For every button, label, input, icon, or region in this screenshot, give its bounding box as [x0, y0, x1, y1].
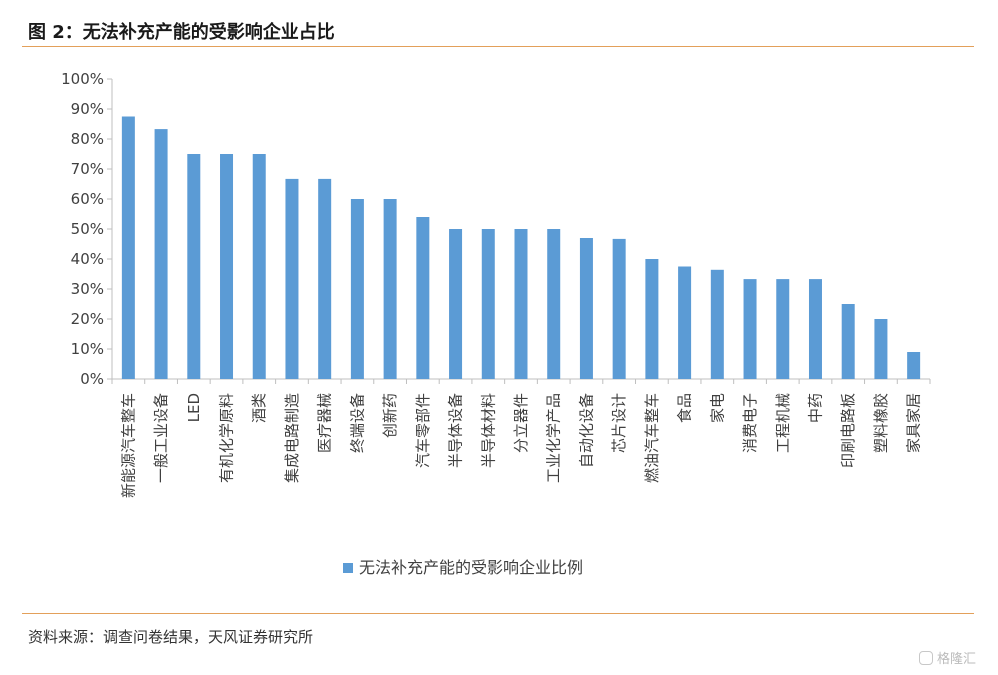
y-tick-label: 70% — [71, 160, 104, 178]
x-tick-label: 工业化学产品 — [545, 393, 563, 483]
x-tick-label: 新能源汽车整车 — [119, 393, 137, 498]
x-tick-label: 汽车零部件 — [414, 393, 432, 468]
bar — [743, 279, 757, 379]
bar — [547, 229, 561, 379]
bar — [841, 304, 855, 379]
bar — [350, 199, 364, 379]
bar — [220, 154, 234, 379]
watermark: 格隆汇 — [918, 648, 976, 667]
bar — [285, 178, 299, 379]
bar — [907, 352, 921, 379]
y-tick-label: 100% — [61, 70, 104, 88]
bar — [187, 154, 201, 379]
x-tick-label: 有机化学原料 — [218, 393, 236, 483]
y-tick-label: 20% — [71, 310, 104, 328]
y-tick-label: 60% — [71, 190, 104, 208]
x-tick-label: 家具家居 — [905, 393, 923, 453]
bar — [416, 217, 430, 379]
bar — [449, 229, 463, 379]
y-tick-label: 90% — [71, 100, 104, 118]
bar — [383, 199, 397, 379]
x-tick-label: 酒类 — [250, 393, 268, 423]
x-tick-label: 分立器件 — [512, 393, 530, 453]
x-tick-label: 工程机械 — [774, 393, 792, 453]
x-tick-label: 半导体材料 — [479, 393, 497, 468]
x-tick-label: 消费电子 — [741, 393, 759, 453]
x-tick-label: 印刷电路板 — [839, 393, 857, 468]
bar — [514, 229, 528, 379]
y-tick-label: 80% — [71, 130, 104, 148]
x-tick-label: LED — [185, 393, 203, 422]
watermark-text: 格隆汇 — [936, 652, 976, 667]
x-tick-label: 半导体设备 — [447, 393, 465, 468]
bar — [678, 266, 692, 379]
x-tick-label: 终端设备 — [348, 393, 366, 453]
bar — [318, 178, 332, 379]
y-tick-label: 50% — [71, 220, 104, 238]
chart-title: 图 2：无法补充产能的受影响企业占比 — [28, 22, 335, 43]
bar — [808, 279, 822, 379]
bar — [874, 319, 888, 379]
y-tick-label: 10% — [71, 340, 104, 358]
x-tick-label: 集成电路制造 — [283, 393, 301, 483]
legend-label: 无法补充产能的受影响企业比例 — [359, 558, 583, 577]
x-tick-label: 自动化设备 — [577, 393, 595, 468]
x-tick-label: 芯片设计 — [610, 393, 628, 453]
y-tick-label: 0% — [80, 370, 104, 388]
legend-swatch — [343, 563, 353, 573]
bar — [710, 269, 724, 379]
bar — [612, 238, 626, 379]
bar — [154, 129, 168, 379]
bar-chart: 0% 10% 20% 30% 40% 50% 60% 70% 80% 90% 100% 新能源汽车整车… — [61, 70, 931, 577]
x-tick-label: 食品 — [676, 393, 694, 423]
watermark-logo-icon — [918, 650, 933, 665]
bar — [776, 279, 790, 379]
y-tick-label: 40% — [71, 250, 104, 268]
x-tick-label: 医疗器械 — [316, 393, 334, 453]
x-tick-label: 创新药 — [381, 393, 399, 438]
x-tick-label: 塑料橡胶 — [872, 393, 890, 453]
bar — [121, 116, 135, 379]
x-tick-label: 中药 — [806, 393, 824, 423]
y-tick-label: 30% — [71, 280, 104, 298]
bar — [252, 154, 266, 379]
x-tick-label: 家电 — [708, 393, 726, 423]
title-divider — [22, 46, 974, 47]
footer-divider — [22, 613, 974, 614]
x-tick-label: 一般工业设备 — [152, 393, 170, 483]
source-note: 资料来源：调查问卷结果，天风证券研究所 — [28, 628, 314, 646]
bar — [579, 238, 593, 379]
bar — [645, 259, 659, 379]
x-tick-label: 燃油汽车整车 — [643, 393, 661, 483]
bar — [481, 229, 495, 379]
